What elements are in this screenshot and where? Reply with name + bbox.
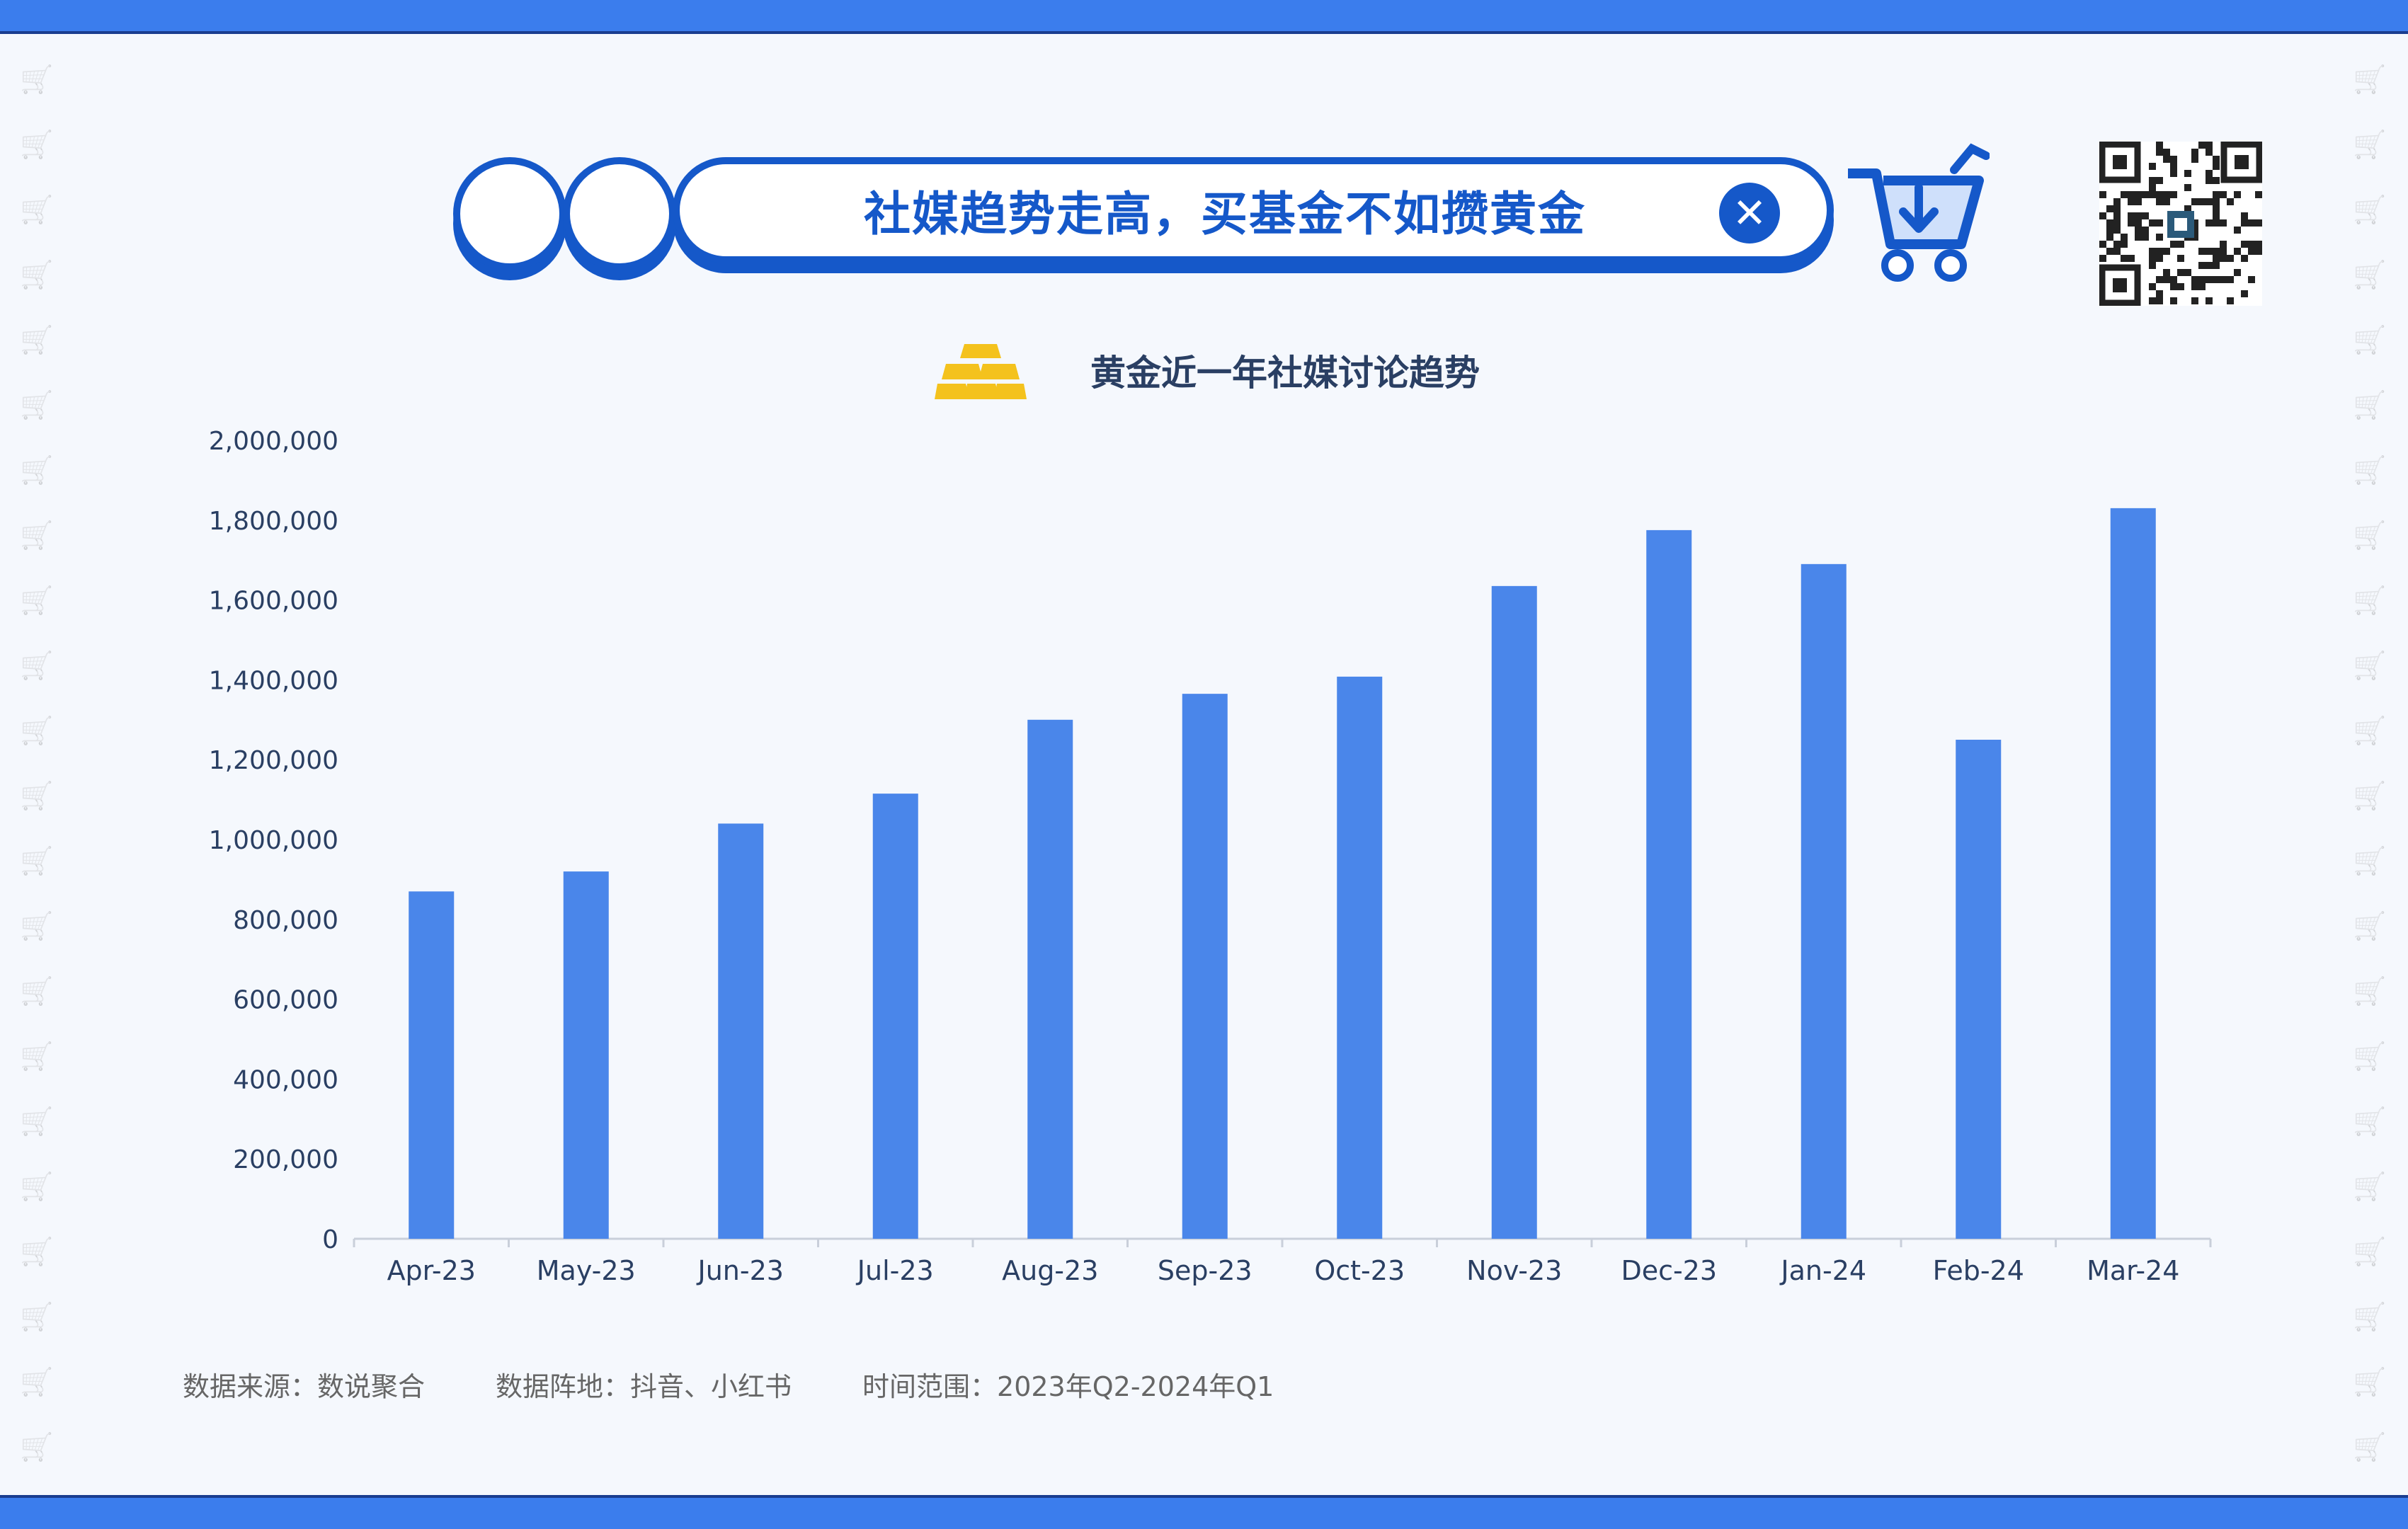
cart-pattern-icon: 🛒 [2353, 975, 2387, 1007]
x-tick-label: Dec-23 [1621, 1255, 1717, 1286]
bar [1491, 585, 1537, 1239]
x-tick-label: May-23 [537, 1255, 636, 1286]
bar [1182, 694, 1228, 1239]
bar [1337, 676, 1383, 1239]
bottom-frame-bar [0, 1495, 2408, 1529]
cart-pattern-icon: 🛒 [20, 650, 54, 681]
cart-pattern-icon: 🛒 [2353, 129, 2387, 160]
cart-pattern-icon: 🛒 [2353, 520, 2387, 551]
bar [563, 871, 609, 1239]
x-tick-label: Mar-24 [2087, 1255, 2179, 1286]
cart-pattern-icon: 🛒 [2353, 1236, 2387, 1267]
cart-pattern-icon: 🛒 [20, 1041, 54, 1072]
x-tick-label: Aug-23 [1002, 1255, 1098, 1286]
cart-pattern-icon: 🛒 [20, 389, 54, 420]
top-frame-line [0, 31, 2408, 34]
cart-pattern-icon: 🛒 [20, 520, 54, 551]
right-cart-pattern: 🛒 🛒 🛒 🛒 🛒 🛒 🛒 🛒 🛒 🛒 🛒 🛒 🛒 🛒 🛒 🛒 🛒 🛒 🛒 🛒 🛒 🛒 [2346, 50, 2395, 1479]
cart-pattern-icon: 🛒 [2353, 324, 2387, 355]
cart-pattern-icon: 🛒 [2353, 389, 2387, 420]
x-tick-label: Jan-24 [1779, 1255, 1866, 1286]
cart-pattern-icon: 🛒 [2353, 1366, 2387, 1397]
cart-pattern-icon: 🛒 [20, 715, 54, 746]
bar [1646, 529, 1692, 1239]
x-tick-label: Jul-23 [856, 1255, 934, 1286]
cart-pattern-icon: 🛒 [20, 454, 54, 486]
x-tick-label: Apr-23 [387, 1255, 476, 1286]
bottom-frame-line [0, 1495, 2408, 1498]
x-tick-label: Sep-23 [1158, 1255, 1252, 1286]
y-tick-label: 600,000 [233, 986, 338, 1015]
cart-pattern-icon: 🛒 [2353, 650, 2387, 681]
footer-platforms: 数据阵地：抖音、小红书 [496, 1371, 792, 1402]
cart-pattern-icon: 🛒 [2353, 1301, 2387, 1332]
cart-pattern-icon: 🛒 [20, 1236, 54, 1267]
cart-pattern-icon: 🛒 [2353, 585, 2387, 616]
top-frame-bar [0, 0, 2408, 34]
footer-time-range: 时间范围：2023年Q2-2024年Q1 [862, 1371, 1274, 1402]
qr-code-icon [2099, 142, 2262, 306]
cart-pattern-icon: 🛒 [20, 1301, 54, 1332]
cart-pattern-icon: 🛒 [20, 845, 54, 876]
y-tick-label: 800,000 [233, 906, 338, 935]
cart-pattern-icon: 🛒 [2353, 910, 2387, 941]
cart-pattern-icon: 🛒 [2353, 454, 2387, 486]
cart-pattern-icon: 🛒 [20, 585, 54, 616]
cart-pattern-icon: 🛒 [20, 1106, 54, 1137]
cart-pattern-icon: 🛒 [20, 259, 54, 290]
cart-pattern-icon: 🛒 [20, 1171, 54, 1202]
cart-pattern-icon: 🛒 [20, 64, 54, 95]
bar [409, 891, 455, 1239]
x-tick-label: Oct-23 [1314, 1255, 1405, 1286]
cart-pattern-icon: 🛒 [20, 975, 54, 1007]
cart-pattern-icon: 🛒 [2353, 1041, 2387, 1072]
cart-pattern-icon: 🛒 [20, 780, 54, 811]
left-cart-pattern: 🛒 🛒 🛒 🛒 🛒 🛒 🛒 🛒 🛒 🛒 🛒 🛒 🛒 🛒 🛒 🛒 🛒 🛒 🛒 🛒 🛒 🛒 [13, 50, 62, 1479]
y-tick-label: 400,000 [233, 1065, 338, 1094]
bar-chart: 0 200,000 400,000 600,000 800,000 1,000,000 1,… [209, 427, 2212, 1286]
bubble-decoration-1 [453, 157, 566, 270]
y-tick-label: 1,000,000 [209, 826, 338, 855]
bar [2110, 508, 2156, 1239]
cart-pattern-icon: 🛒 [2353, 1431, 2387, 1462]
bar [872, 794, 918, 1239]
cart-pattern-icon: 🛒 [20, 324, 54, 355]
y-tick-label: 0 [322, 1225, 338, 1254]
bar [1801, 563, 1847, 1239]
bar [1956, 740, 2002, 1239]
cart-pattern-icon: 🛒 [20, 910, 54, 941]
chart-title-row: 黄金近一年社媒讨论趋势 [935, 338, 1480, 402]
cart-pattern-icon: 🛒 [20, 129, 54, 160]
bar [1027, 719, 1073, 1239]
chart-title: 黄金近一年社媒讨论趋势 [1090, 353, 1480, 394]
cart-pattern-icon: 🛒 [2353, 780, 2387, 811]
y-tick-label: 1,400,000 [209, 666, 338, 695]
x-tick-label: Nov-23 [1466, 1255, 1562, 1286]
y-tick-label: 1,800,000 [209, 507, 338, 536]
cart-pattern-icon: 🛒 [2353, 845, 2387, 876]
cart-pattern-icon: 🛒 [2353, 1171, 2387, 1202]
y-tick-label: 2,000,000 [209, 427, 338, 456]
y-tick-label: 200,000 [233, 1145, 338, 1174]
cart-pattern-icon: 🛒 [2353, 194, 2387, 225]
gold-bars-icon [935, 344, 1027, 399]
footer-source: 数据来源：数说聚合 [183, 1371, 426, 1402]
cart-pattern-icon: 🛒 [2353, 715, 2387, 746]
bar [718, 823, 764, 1239]
cart-pattern-icon: 🛒 [2353, 259, 2387, 290]
footer: 数据来源：数说聚合 数据阵地：抖音、小红书 时间范围：2023年Q2-2024年… [183, 1365, 1345, 1404]
page-title: 社媒趋势走高，买基金不如攒黄金 [864, 187, 1586, 241]
title-banner: 社媒趋势走高，买基金不如攒黄金 ✕ [673, 157, 1834, 263]
y-tick-label: 1,200,000 [209, 746, 338, 775]
cart-pattern-icon: 🛒 [2353, 64, 2387, 95]
cart-pattern-icon: 🛒 [20, 194, 54, 225]
cart-pattern-icon: 🛒 [20, 1431, 54, 1462]
x-tick-label: Jun-23 [697, 1255, 784, 1286]
shopping-cart-icon [1848, 143, 1990, 282]
y-tick-label: 1,600,000 [209, 587, 338, 616]
cart-pattern-icon: 🛒 [2353, 1106, 2387, 1137]
close-icon[interactable]: ✕ [1719, 183, 1780, 244]
cart-pattern-icon: 🛒 [20, 1366, 54, 1397]
x-tick-label: Feb-24 [1933, 1255, 2024, 1286]
